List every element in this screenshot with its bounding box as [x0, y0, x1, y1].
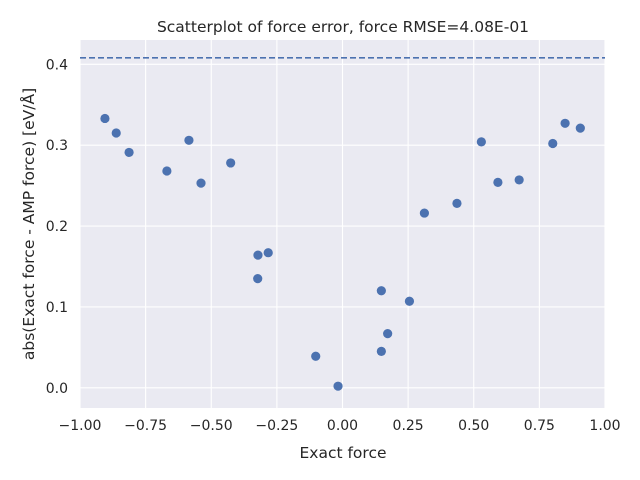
- chart-title: Scatterplot of force error, force RMSE=4…: [157, 18, 529, 36]
- x-tick-labels: −1.00 −0.75 −0.50 −0.25 0.00 0.25 0.50 0.75 1.00: [59, 418, 621, 434]
- data-point-6: [226, 158, 236, 168]
- data-point-21: [548, 138, 558, 149]
- y-tick-label-4: 0.4: [46, 57, 68, 73]
- data-point-12: [376, 346, 386, 356]
- x-tick-label-4: 0.00: [327, 418, 358, 434]
- data-point-23: [575, 123, 585, 133]
- data-point-8: [253, 250, 263, 260]
- y-tick-label-0: 0.0: [46, 381, 68, 397]
- data-point-18: [476, 137, 486, 147]
- x-tick-label-6: 0.50: [458, 418, 489, 434]
- data-point-19: [493, 177, 503, 187]
- data-point-7: [253, 273, 263, 284]
- data-point-10: [311, 351, 321, 361]
- x-tick-label-2: −0.50: [190, 418, 233, 434]
- x-tick-label-8: 1.00: [589, 418, 620, 434]
- data-point-1: [111, 128, 121, 138]
- data-point-9: [263, 248, 273, 258]
- data-point-14: [383, 328, 393, 339]
- data-point-2: [124, 147, 134, 158]
- y-tick-label-1: 0.1: [46, 300, 68, 316]
- x-tick-label-7: 0.75: [524, 418, 555, 434]
- x-tick-label-0: −1.00: [59, 418, 102, 434]
- grid-lines: [79, 40, 606, 408]
- data-point-22: [560, 118, 570, 128]
- y-tick-label-2: 0.2: [46, 219, 68, 235]
- y-axis-label: abs(Exact force - AMP force) [eV/Å]: [19, 88, 38, 360]
- data-point-5: [196, 178, 206, 188]
- data-point-17: [452, 198, 462, 208]
- x-axis-label: Exact force: [299, 444, 386, 462]
- data-point-15: [404, 296, 415, 306]
- data-point-20: [514, 175, 524, 185]
- y-tick-labels: 0.0 0.1 0.2 0.3 0.4: [46, 57, 68, 397]
- data-point-13: [376, 286, 386, 296]
- x-tick-label-5: 0.25: [393, 418, 424, 434]
- x-tick-label-3: −0.25: [255, 418, 298, 434]
- data-points: [100, 113, 585, 391]
- data-point-4: [184, 135, 194, 145]
- data-point-3: [162, 166, 172, 176]
- data-point-11: [333, 381, 343, 391]
- data-point-0: [100, 113, 110, 124]
- data-point-16: [419, 208, 429, 218]
- y-tick-label-3: 0.3: [46, 138, 68, 154]
- x-tick-label-1: −0.75: [124, 418, 167, 434]
